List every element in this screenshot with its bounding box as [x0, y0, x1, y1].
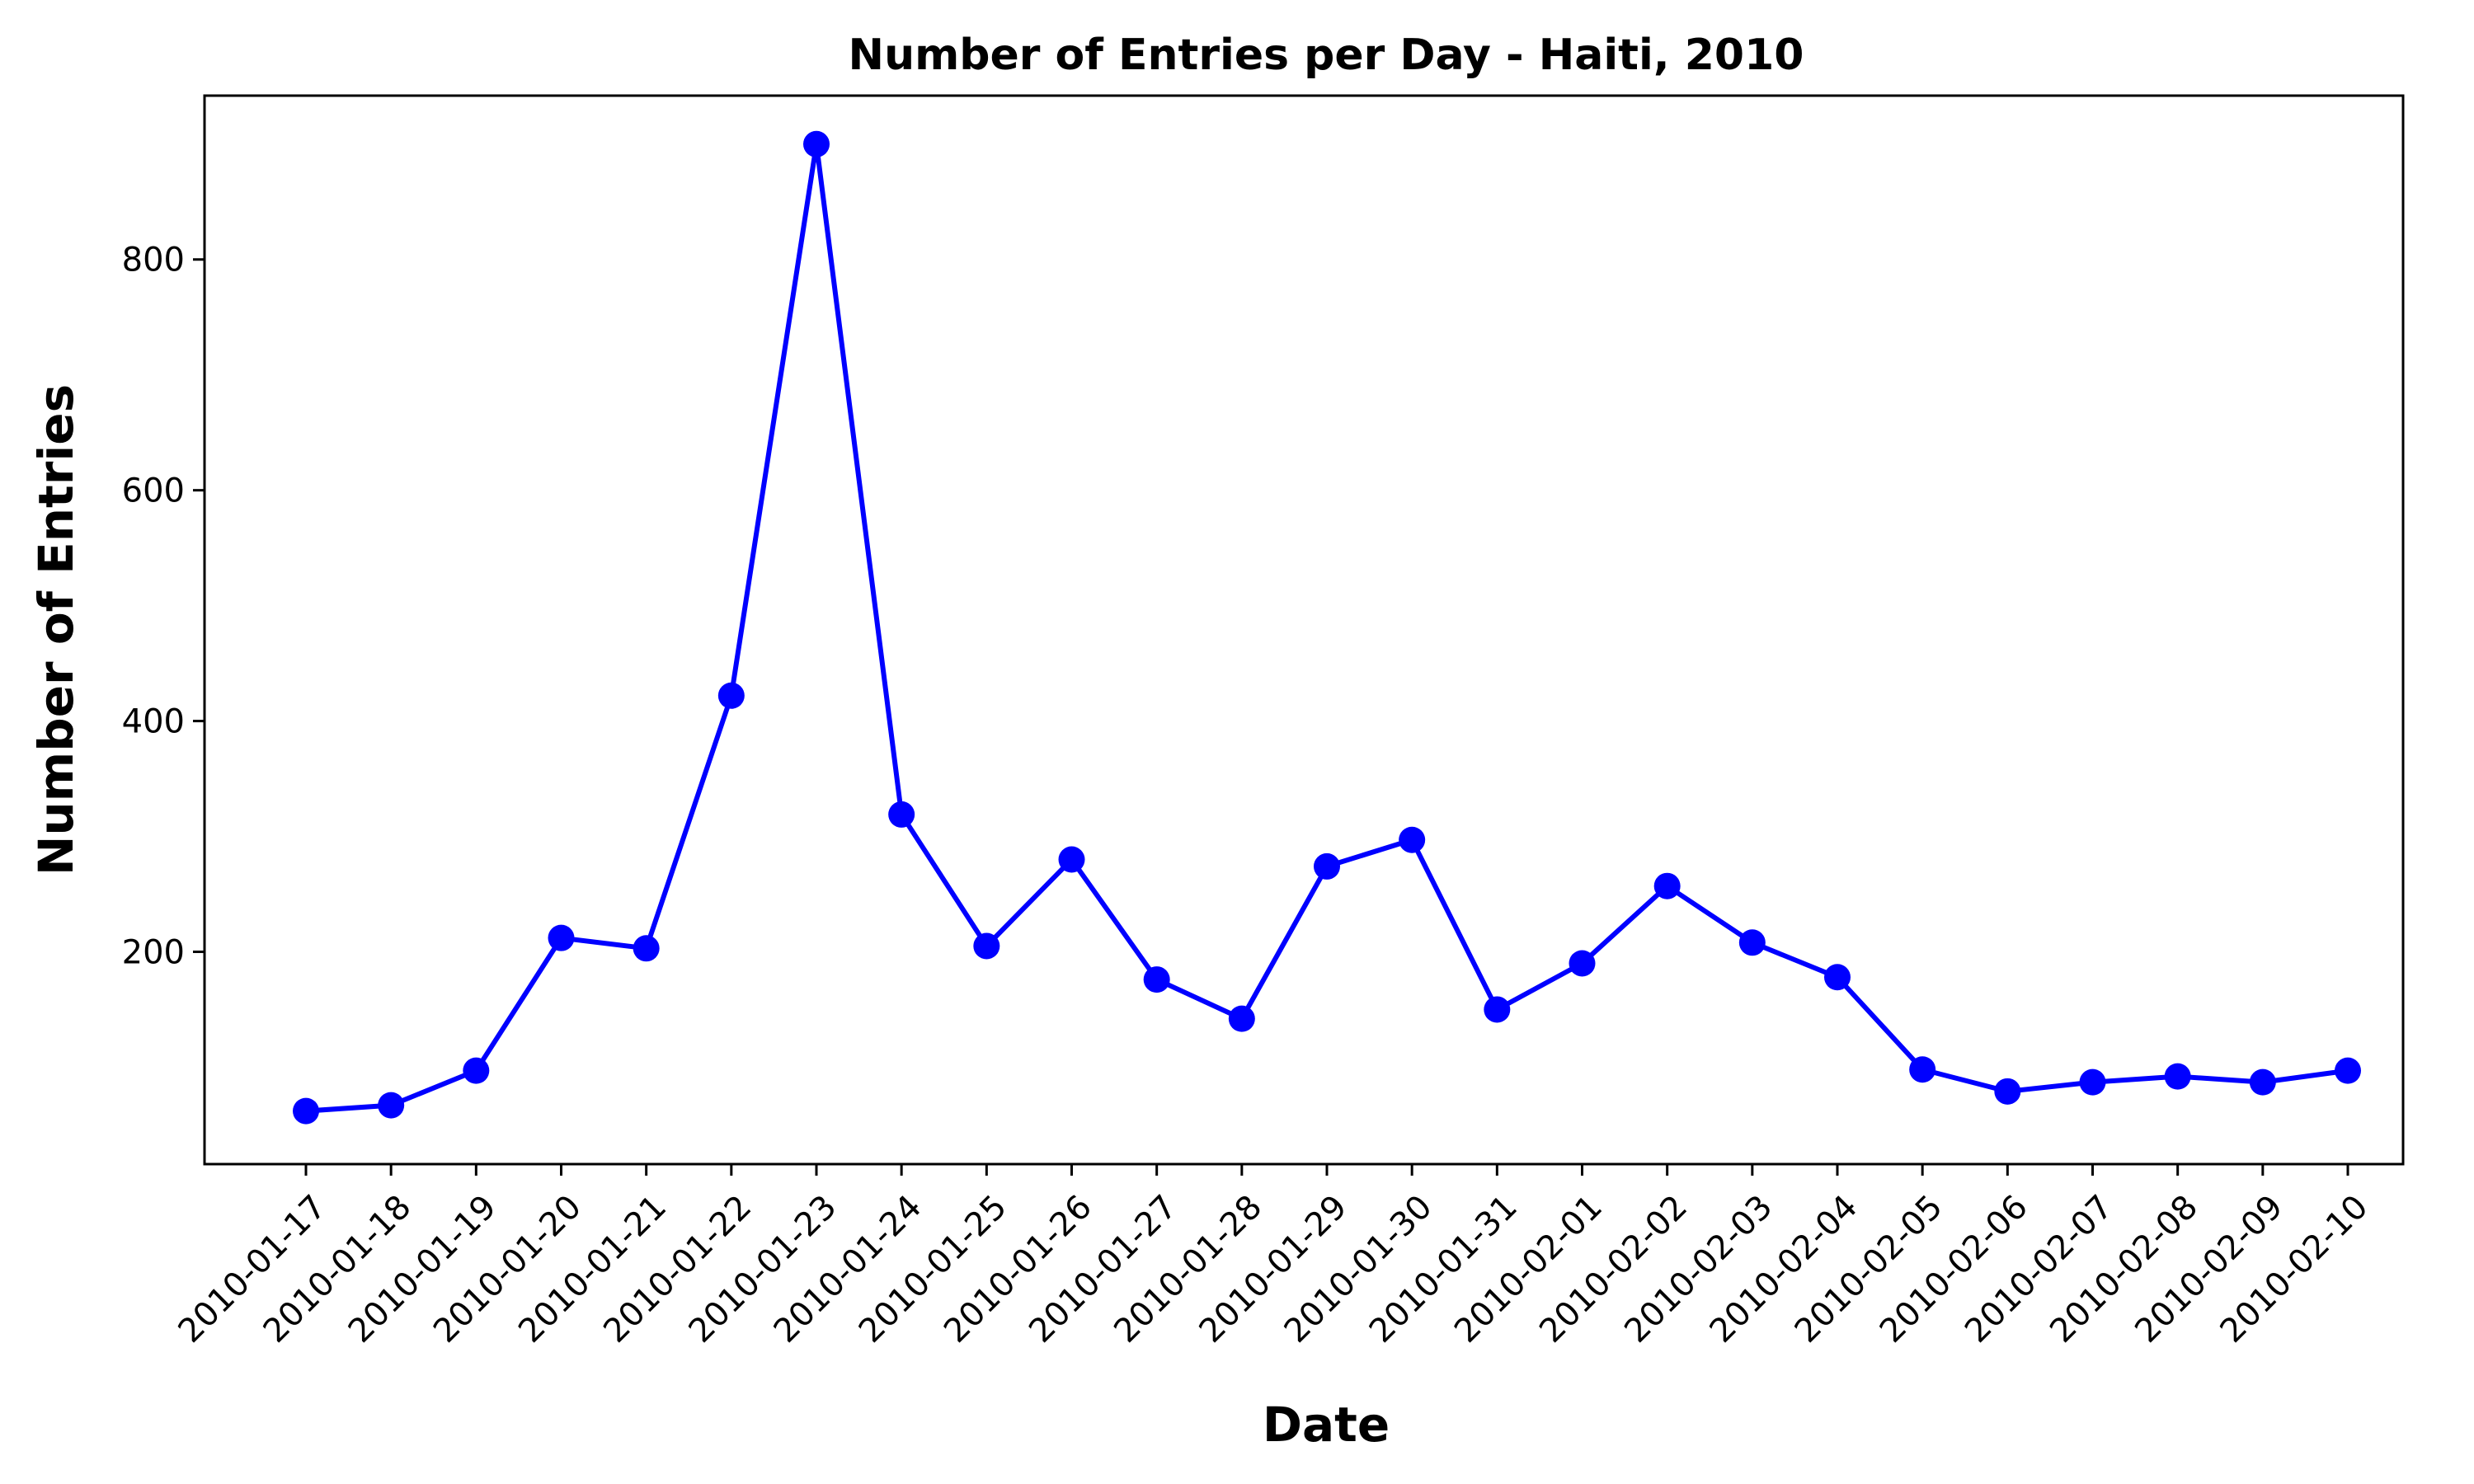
data-point [717, 682, 745, 709]
data-point [1143, 966, 1170, 993]
data-point [463, 1057, 490, 1084]
x-tick-label: 2010-01-24 [767, 1188, 929, 1350]
x-tick-label: 2010-01-26 [937, 1188, 1099, 1350]
x-tick-label: 2010-02-02 [1532, 1188, 1695, 1350]
plot-area [293, 130, 2361, 1125]
data-point [1909, 1056, 1936, 1083]
plot-frame [203, 94, 2405, 1166]
y-tick-label: 400 [122, 703, 185, 741]
x-tick-label: 2010-01-30 [1277, 1188, 1440, 1350]
x-tick-label: 2010-01-27 [1022, 1188, 1184, 1350]
x-tick-label: 2010-02-04 [1703, 1188, 1865, 1350]
x-tick-label: 2010-01-19 [341, 1188, 504, 1350]
data-point [2079, 1068, 2106, 1096]
x-tick-label: 2010-02-01 [1447, 1188, 1610, 1350]
x-tick-label: 2010-01-28 [1107, 1188, 1269, 1350]
x-tick-label: 2010-02-08 [2043, 1188, 2205, 1350]
x-tick-label: 2010-01-29 [1192, 1188, 1355, 1350]
data-point [1994, 1078, 2021, 1105]
data-point [973, 932, 1000, 960]
data-point [2335, 1057, 2361, 1084]
x-tick-label: 2010-02-06 [1873, 1188, 2035, 1350]
data-point [633, 935, 660, 962]
x-tick-label: 2010-01-21 [511, 1188, 674, 1350]
data-point [1569, 950, 1596, 977]
x-tick-label: 2010-01-25 [852, 1188, 1014, 1350]
x-tick-label: 2010-01-20 [426, 1188, 589, 1350]
y-axis-label: Number of Entries [28, 384, 84, 876]
data-point [1653, 872, 1681, 899]
data-point [1314, 852, 1340, 880]
data-point [548, 924, 575, 951]
x-axis-label: Date [1263, 1397, 1390, 1453]
data-point [1058, 846, 1085, 873]
x-tick-label: 2010-02-05 [1788, 1188, 1950, 1350]
chart-title: Number of Entries per Day - Haiti, 2010 [849, 31, 1804, 80]
x-tick-label: 2010-02-10 [2213, 1188, 2376, 1350]
x-tick-label: 2010-02-07 [1958, 1188, 2120, 1350]
y-tick-label: 600 [122, 472, 185, 510]
data-point [1228, 1005, 1255, 1032]
data-point [1484, 996, 1511, 1023]
data-point [803, 130, 830, 157]
data-point [378, 1092, 405, 1119]
series-line [305, 141, 2349, 1114]
y-tick-label: 800 [122, 242, 185, 279]
x-tick-label: 2010-02-03 [1617, 1188, 1780, 1350]
data-point [2164, 1063, 2191, 1090]
x-tick-label: 2010-01-18 [256, 1188, 419, 1350]
data-point [888, 801, 915, 828]
data-point [2249, 1068, 2276, 1096]
data-point [1824, 964, 1851, 991]
x-tick-label: 2010-01-17 [172, 1188, 334, 1350]
x-tick-label: 2010-01-23 [682, 1188, 844, 1350]
data-point [1738, 929, 1766, 956]
data-point [293, 1097, 319, 1125]
x-tick-label: 2010-01-22 [596, 1188, 759, 1350]
x-tick-label: 2010-02-09 [2128, 1188, 2290, 1350]
x-tick-label: 2010-01-31 [1362, 1188, 1525, 1350]
data-point [1399, 826, 1426, 853]
y-tick-label: 200 [122, 933, 185, 971]
